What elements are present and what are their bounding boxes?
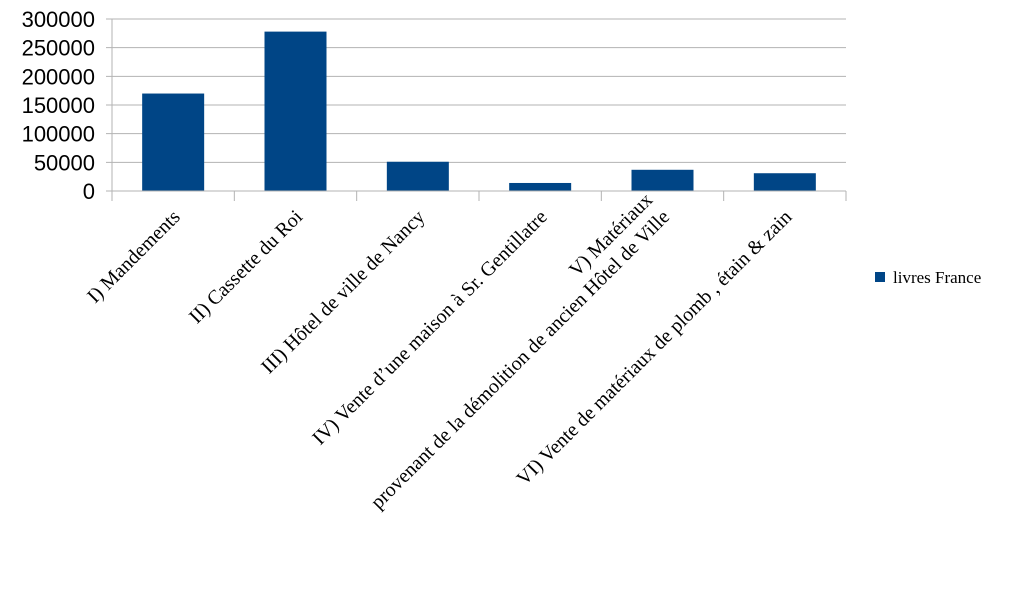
x-tick-label-line: IV) Vente d’une maison à Sr. Gentillatre xyxy=(308,206,552,450)
x-tick-label-line: VI) Vente de matériaux de plomb , étain … xyxy=(512,206,796,490)
legend-swatch xyxy=(875,272,885,282)
y-tick-label: 100000 xyxy=(22,122,95,147)
y-tick-label: 50000 xyxy=(34,150,95,175)
legend-label: livres France xyxy=(893,268,981,287)
legend: livres France xyxy=(875,268,981,287)
x-tick-label: I) Mandements xyxy=(83,206,185,308)
y-axis-tick-labels: 300000 250000 200000 150000 100000 50000 0 xyxy=(22,7,95,204)
bar xyxy=(753,173,816,191)
x-tick-label-line: II) Cassette du Roi xyxy=(185,206,307,328)
bar xyxy=(264,31,327,192)
bar xyxy=(509,182,572,191)
y-tick-label: 200000 xyxy=(22,64,95,89)
x-tick-label-line: I) Mandements xyxy=(83,206,185,308)
y-tick-label: 300000 xyxy=(22,7,95,32)
y-tick-label: 250000 xyxy=(22,36,95,61)
gridlines xyxy=(106,18,846,192)
bars xyxy=(142,31,816,192)
bar xyxy=(142,93,205,191)
y-tick-label: 0 xyxy=(83,179,95,204)
x-tick-label: VI) Vente de matériaux de plomb , étain … xyxy=(512,206,796,490)
bar xyxy=(386,161,449,191)
y-tick-label: 150000 xyxy=(22,93,95,118)
axes xyxy=(111,19,847,201)
x-tick-label: IV) Vente d’une maison à Sr. Gentillatre xyxy=(308,206,552,450)
x-tick-label: II) Cassette du Roi xyxy=(185,206,307,328)
bar xyxy=(631,169,694,191)
